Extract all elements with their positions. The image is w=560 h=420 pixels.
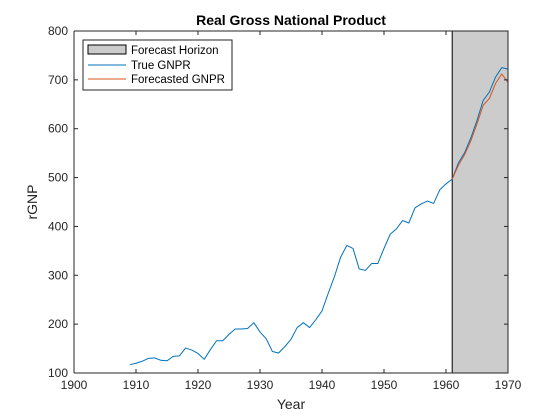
x-tick-label: 1900 xyxy=(61,378,88,392)
x-tick-label: 1910 xyxy=(123,378,150,392)
y-tick-label: 500 xyxy=(48,171,68,185)
y-tick-label: 800 xyxy=(48,24,68,38)
y-axis-label: rGNP xyxy=(24,185,40,220)
series-line-forecasted-gnpr xyxy=(451,73,509,180)
y-tick-label: 700 xyxy=(48,73,68,87)
forecast-shade-layer xyxy=(451,30,509,374)
y-tick-label: 400 xyxy=(48,219,68,233)
legend-swatch-forecast-horizon xyxy=(87,44,127,55)
legend-label-forecasted-gnpr: Forecasted GNPR xyxy=(131,74,225,86)
axes-layer xyxy=(73,30,509,374)
x-tick-label: 1970 xyxy=(495,378,522,392)
y-tick-label: 100 xyxy=(48,366,68,380)
chart-title: Real Gross National Product xyxy=(196,12,386,28)
x-tick-label: 1930 xyxy=(247,378,274,392)
series-layer xyxy=(129,67,509,366)
ticks-layer: 1900 1910 1920 1930 1940 1950 1960 1970 100 200 30… xyxy=(48,24,522,392)
legend-label-forecast-horizon: Forecast Horizon xyxy=(131,45,219,57)
y-tick-label: 200 xyxy=(48,317,68,331)
x-tick-label: 1960 xyxy=(433,378,460,392)
series-line-true-gnpr xyxy=(129,67,509,366)
x-axis-label: Year xyxy=(277,396,306,412)
y-tick-label: 600 xyxy=(48,122,68,136)
legend: Forecast Horizon True GNPR Forecasted GN… xyxy=(82,39,233,91)
x-tick-label: 1950 xyxy=(371,378,398,392)
legend-label-true-gnpr: True GNPR xyxy=(131,60,191,72)
x-tick-label: 1920 xyxy=(185,378,212,392)
forecast-horizon-shade xyxy=(451,30,509,374)
y-tick-label: 300 xyxy=(48,268,68,282)
x-tick-label: 1940 xyxy=(309,378,336,392)
